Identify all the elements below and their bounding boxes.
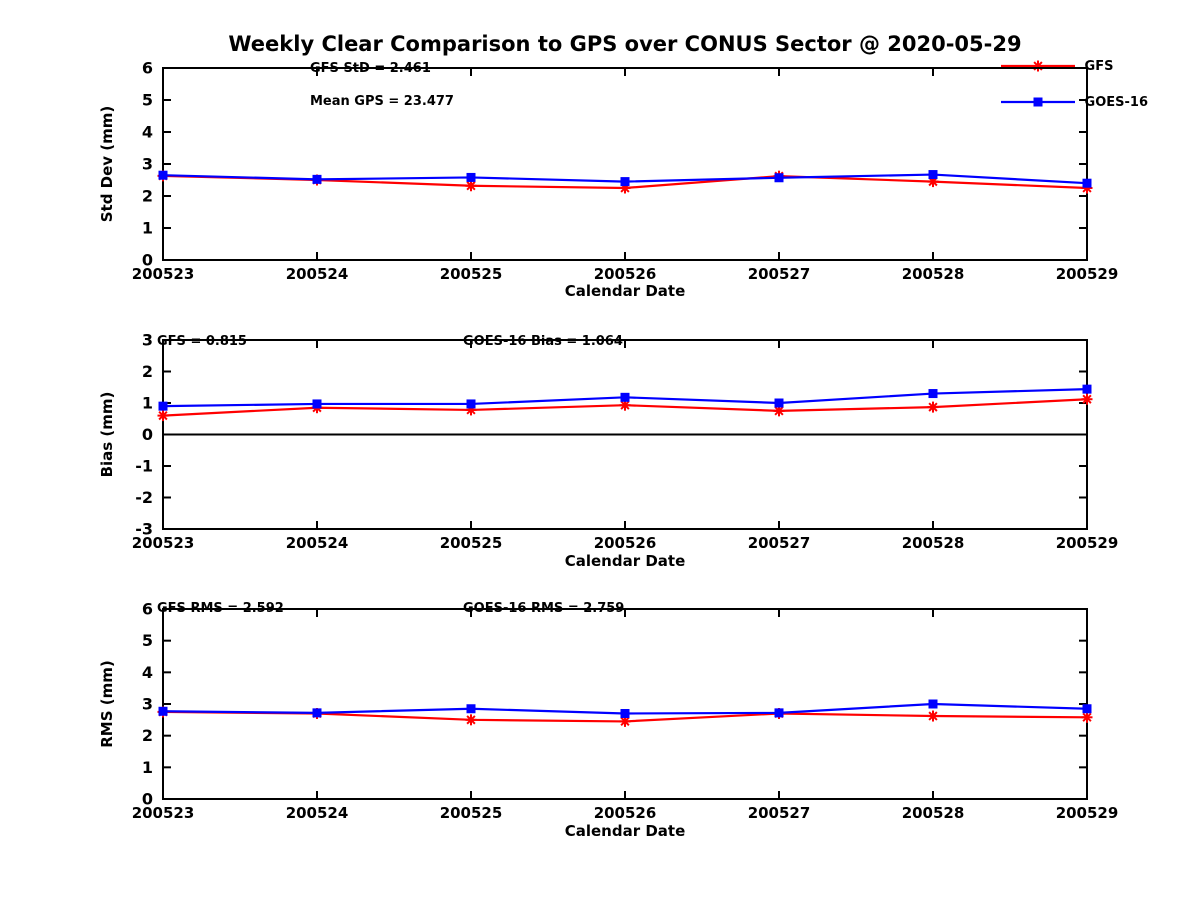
x-tick-label: 200525 (440, 534, 503, 552)
bias-plot-panel: 200523 200524 200525 200526 200527 200528 2005… (0, 310, 1200, 590)
x-tick-label: 200524 (286, 265, 349, 283)
x-tick-label: 200529 (1056, 534, 1119, 552)
x-tick-label: 200525 (440, 804, 503, 822)
y-tick-label: 5 (142, 631, 153, 650)
x-tick-label: 200526 (594, 804, 657, 822)
annotation: Mean GPS = 23.477 (310, 94, 454, 109)
chart-title: Weekly Clear Comparison to GPS over CONU… (228, 32, 1022, 56)
square-marker (620, 392, 630, 402)
std-dev-plot-panel: 200523 200524 200525 200526 200527 200528 2005… (0, 0, 1200, 301)
square-marker (928, 699, 938, 709)
y-axis-label: Std Dev (mm) (98, 106, 116, 223)
x-tick-label: 200524 (286, 534, 349, 552)
square-marker (1082, 704, 1092, 714)
asterisk-marker (465, 714, 477, 726)
asterisk-marker (927, 401, 939, 413)
y-tick-label: 6 (142, 59, 153, 78)
x-tick-label: 200528 (902, 804, 965, 822)
square-marker (466, 399, 476, 409)
y-tick-label: 5 (142, 91, 153, 110)
y-tick-label: 2 (142, 362, 153, 381)
y-tick-label: -1 (135, 457, 153, 476)
annotation: GOES-16 Bias = 1.064 (463, 334, 623, 349)
asterisk-marker (927, 710, 939, 722)
square-marker (158, 401, 168, 411)
legend-item-goes16: GOES-16 (999, 94, 1148, 110)
x-tick-label: 200527 (748, 804, 811, 822)
x-tick-label: 200528 (902, 265, 965, 283)
y-tick-label: 1 (142, 394, 153, 413)
square-marker (312, 708, 322, 718)
legend-item-gfs: GFS (999, 58, 1148, 74)
y-tick-label: 3 (142, 155, 153, 174)
square-marker (1082, 178, 1092, 188)
y-tick-label: 1 (142, 758, 153, 777)
x-tick-label: 200528 (902, 534, 965, 552)
legend-label-goes16: GOES-16 (1084, 94, 1148, 110)
x-axis-label: Calendar Date (565, 822, 686, 840)
square-marker (774, 708, 784, 718)
y-tick-label: 4 (142, 663, 153, 682)
x-tick-label: 200523 (132, 265, 195, 283)
x-tick-label: 200526 (594, 265, 657, 283)
square-marker (928, 389, 938, 399)
y-tick-label: 2 (142, 187, 153, 206)
y-axis-label: Bias (mm) (98, 392, 116, 478)
square-marker (774, 173, 784, 183)
rms-plot-panel: 200523 200524 200525 200526 200527 200528 2005… (0, 580, 1200, 900)
y-tick-label: 3 (142, 331, 153, 350)
x-tick-label: 200523 (132, 534, 195, 552)
y-tick-label: -2 (135, 488, 153, 507)
rms-plot: 200523 200524 200525 200526 200527 200528 2005… (98, 600, 1119, 841)
asterisk-marker (157, 410, 169, 422)
y-tick-label: 0 (142, 790, 153, 809)
square-marker (774, 398, 784, 408)
x-tick-label: 200524 (286, 804, 349, 822)
std-dev-plot: 200523 200524 200525 200526 200527 200528 2005… (98, 59, 1119, 301)
y-tick-label: 0 (142, 425, 153, 444)
y-tick-label: 1 (142, 219, 153, 238)
x-tick-label: 200523 (132, 804, 195, 822)
x-tick-label: 200527 (748, 265, 811, 283)
square-marker (312, 174, 322, 184)
y-tick-label: 2 (142, 726, 153, 745)
asterisk-marker (465, 180, 477, 192)
legend: GFS GOES-16 (999, 58, 1148, 110)
y-tick-label: 4 (142, 123, 153, 142)
y-tick-label: 3 (142, 695, 153, 714)
x-tick-label: 200525 (440, 265, 503, 283)
square-marker (928, 170, 938, 180)
gfs-line-asterisk-icon (1000, 60, 1075, 72)
annotation: GFS RMS = 2.592 (157, 601, 284, 616)
y-tick-label: 6 (142, 600, 153, 619)
square-marker (158, 706, 168, 716)
square-marker (620, 709, 630, 718)
bias-plot: 200523 200524 200525 200526 200527 200528 2005… (98, 331, 1119, 571)
annotation: GFS StD = 2.461 (310, 61, 431, 76)
x-tick-label: 200529 (1056, 804, 1119, 822)
x-axis-label: Calendar Date (565, 282, 686, 300)
x-axis-label: Calendar Date (565, 552, 686, 570)
square-marker (1033, 97, 1043, 107)
asterisk-marker (1081, 711, 1093, 723)
legend-label-gfs: GFS (1084, 58, 1114, 74)
annotation: GFS = 0.815 (157, 334, 247, 349)
y-tick-label: 0 (142, 251, 153, 270)
square-marker (1082, 384, 1092, 394)
asterisk-marker (1081, 393, 1093, 405)
square-marker (312, 399, 322, 409)
x-tick-label: 200529 (1056, 265, 1119, 283)
annotation: GOES-16 RMS = 2.759 (463, 601, 624, 616)
square-marker (620, 177, 630, 187)
y-axis-label: RMS (mm) (98, 660, 116, 747)
y-tick-label: -3 (135, 520, 153, 539)
square-marker (466, 704, 476, 714)
x-tick-label: 200526 (594, 534, 657, 552)
plot-frame (162, 67, 1088, 261)
x-tick-label: 200527 (748, 534, 811, 552)
goes16-line-square-icon (1000, 97, 1075, 107)
square-marker (466, 172, 476, 182)
square-marker (158, 170, 168, 180)
